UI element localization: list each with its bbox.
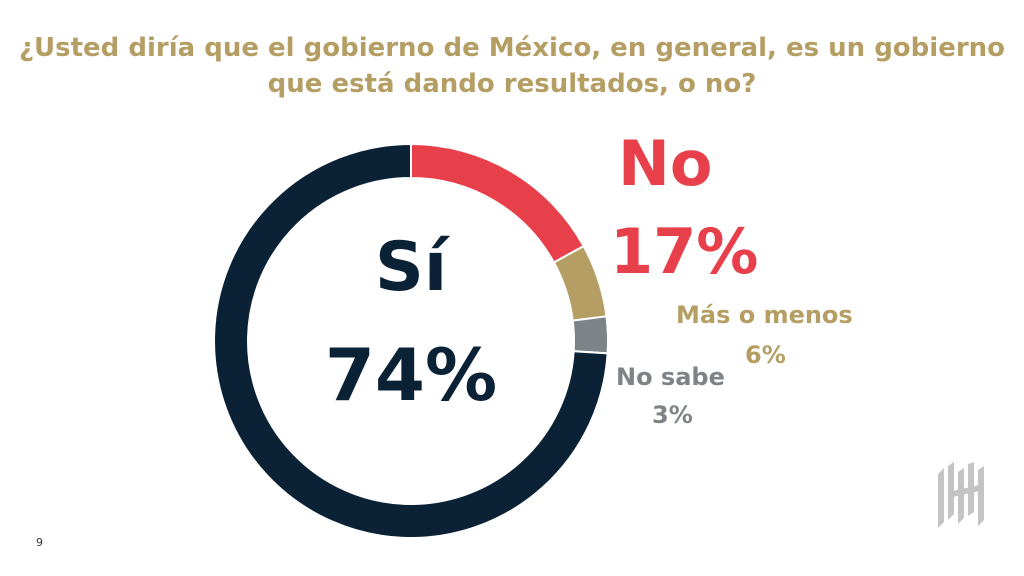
slice-label-si: Sí [374, 228, 448, 307]
slice-label-no: No [618, 127, 713, 200]
brand-logo-icon [938, 462, 984, 528]
slice-value-no-sabe: 3% [652, 401, 693, 429]
donut-slice-mas-o-menos [552, 244, 608, 322]
chart-title-line-1: ¿Usted diría que el gobierno de México, … [18, 33, 1006, 63]
slice-label-mas-o-menos: Más o menos [676, 301, 853, 329]
chart-title-line-2: que está dando resultados, o no? [267, 69, 757, 99]
slice-value-si: 74% [324, 333, 498, 417]
slice-value-mas-o-menos: 6% [745, 341, 786, 369]
page-number: 9 [36, 536, 43, 549]
donut-slice-no-sabe [571, 315, 609, 355]
slice-value-no: 17% [610, 215, 759, 288]
slice-label-no-sabe: No sabe [616, 363, 725, 391]
chart-title: ¿Usted diría que el gobierno de México, … [0, 30, 1024, 102]
donut-slice-si [213, 142, 609, 539]
